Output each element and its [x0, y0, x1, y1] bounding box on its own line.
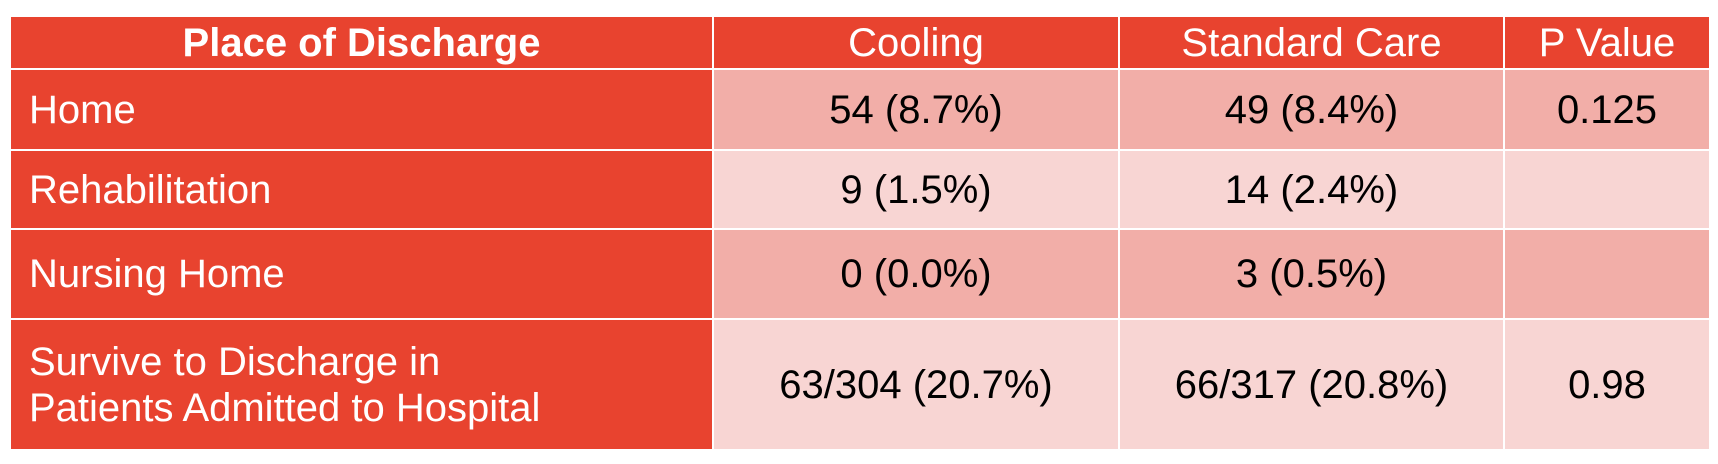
table-row: Nursing Home 0 (0.0%) 3 (0.5%)	[9, 228, 1711, 320]
value-cell: 0.125	[1503, 68, 1711, 151]
value-cell: 14 (2.4%)	[1118, 149, 1505, 230]
table-row: Rehabilitation 9 (1.5%) 14 (2.4%)	[9, 149, 1711, 230]
table-row: Home 54 (8.7%) 49 (8.4%) 0.125	[9, 68, 1711, 151]
table-body: Home 54 (8.7%) 49 (8.4%) 0.125 Rehabilitatio…	[9, 68, 1711, 451]
value-cell: 63/304 (20.7%)	[712, 318, 1120, 451]
value-cell: 9 (1.5%)	[712, 149, 1120, 230]
row-label: Home	[9, 68, 714, 151]
value-cell: 54 (8.7%)	[712, 68, 1120, 151]
header-cell: Place of Discharge	[9, 15, 714, 70]
header-cell: Cooling	[712, 15, 1120, 70]
value-cell: 66/317 (20.8%)	[1118, 318, 1505, 451]
value-cell: 3 (0.5%)	[1118, 228, 1505, 320]
empty-cell	[1503, 228, 1711, 320]
table-row: Survive to Discharge in Patients Admitte…	[9, 318, 1711, 451]
discharge-table: Place of Discharge Cooling Standard Care P …	[9, 15, 1711, 451]
value-cell: 49 (8.4%)	[1118, 68, 1505, 151]
row-label: Survive to Discharge in Patients Admitte…	[9, 318, 714, 451]
header-cell: Standard Care	[1118, 15, 1505, 70]
empty-cell	[1503, 149, 1711, 230]
value-cell: 0.98	[1503, 318, 1711, 451]
header-row: Place of Discharge Cooling Standard Care P …	[9, 15, 1711, 70]
row-label: Nursing Home	[9, 228, 714, 320]
value-cell: 0 (0.0%)	[712, 228, 1120, 320]
row-label: Rehabilitation	[9, 149, 714, 230]
header-cell: P Value	[1503, 15, 1711, 70]
